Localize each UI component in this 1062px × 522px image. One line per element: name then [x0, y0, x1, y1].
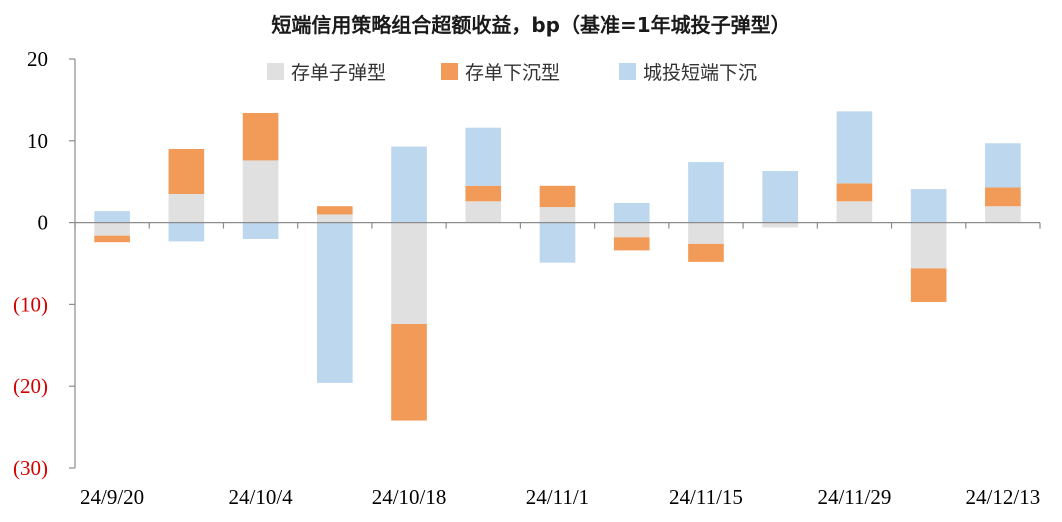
bar-2-24/10/25	[465, 185, 502, 202]
bar-1-24/11/15	[688, 222, 724, 244]
bar-1-24/12/6	[910, 222, 947, 269]
y-tick-label: (10)	[13, 292, 48, 316]
legend-swatch-2	[441, 63, 458, 80]
bar-3-24/10/25	[465, 127, 502, 186]
bar-3-24/11/22	[762, 171, 799, 223]
axes: 20 10 0 (10) (20) (30) 24/9/20 24/10/4 24/10/18 2…	[13, 47, 1041, 509]
legend-swatch-1	[267, 63, 284, 80]
bar-3-24/12/13	[985, 143, 1021, 188]
bar-3-24/11/8	[613, 202, 650, 223]
y-tick-label: (20)	[13, 374, 48, 398]
x-tick-label: 24/11/15	[669, 485, 743, 509]
bar-3-24/11/1	[539, 222, 576, 263]
bar-1-24/10/11	[316, 214, 353, 223]
bar-3-24/10/4	[242, 222, 279, 239]
y-tick-label: (30)	[13, 456, 48, 480]
bar-3-24/10/11	[316, 222, 353, 383]
bar-1-24/11/8	[613, 222, 650, 238]
legend-label-3: 城投短端下沉	[643, 62, 757, 84]
bar-2-24/12/13	[985, 187, 1021, 207]
legend-swatch-3	[619, 63, 636, 80]
bar-2-24/11/15	[688, 243, 724, 262]
bar-2-24/10/4	[242, 112, 279, 161]
legend-label-2: 存单下沉型	[465, 62, 560, 84]
chart-title: 短端信用策略组合超额收益，bp（基准=1年城投子弹型）	[271, 13, 790, 37]
bar-2-24/10/11	[316, 206, 353, 215]
bar-2-24/11/29	[836, 183, 873, 202]
bar-1-24/11/22	[762, 222, 799, 228]
bars	[94, 111, 1021, 421]
bar-2-24/9/27	[168, 148, 205, 194]
bar-3-24/11/29	[836, 111, 873, 184]
bar-1-24/11/29	[836, 201, 873, 223]
bar-1-24/11/1	[539, 207, 576, 223]
bar-1-24/9/20	[94, 222, 130, 236]
y-tick-label: 0	[38, 211, 49, 235]
x-tick-label: 24/10/4	[228, 485, 293, 509]
x-tick-label: 24/11/1	[526, 485, 589, 509]
bar-3-24/10/18	[391, 146, 427, 223]
bar-1-24/9/27	[168, 193, 205, 223]
y-tick-label: 10	[27, 129, 48, 153]
bar-1-24/10/25	[465, 201, 502, 223]
y-tick-label: 20	[27, 47, 48, 71]
legend-label-1: 存单子弹型	[291, 62, 386, 84]
bar-3-24/9/20	[94, 211, 130, 223]
bar-1-24/10/4	[242, 160, 279, 223]
x-tick-label: 24/11/29	[817, 485, 891, 509]
x-tick-label: 24/12/13	[966, 485, 1041, 509]
bar-3-24/9/27	[168, 222, 205, 242]
bar-1-24/10/18	[391, 222, 427, 325]
bar-1-24/12/13	[985, 206, 1021, 223]
bar-2-24/12/6	[910, 268, 947, 302]
legend: 存单子弹型 存单下沉型 城投短端下沉	[267, 62, 757, 84]
bar-3-24/11/15	[688, 162, 724, 223]
bar-3-24/12/6	[910, 189, 947, 223]
bar-2-24/9/20	[94, 235, 130, 243]
bar-2-24/11/1	[539, 185, 576, 208]
x-tick-label: 24/10/18	[372, 485, 447, 509]
bar-2-24/10/18	[391, 324, 427, 421]
bar-2-24/11/8	[613, 237, 650, 251]
x-tick-label: 24/9/20	[80, 485, 144, 509]
